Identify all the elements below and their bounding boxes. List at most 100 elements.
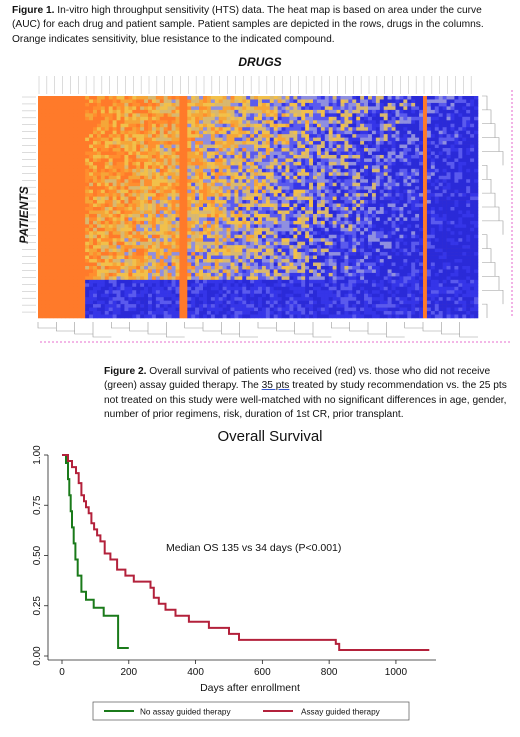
heatmap-cell [175, 210, 180, 215]
heatmap-cell [462, 207, 467, 211]
heatmap-cell [230, 241, 235, 246]
heatmap-cell [218, 96, 223, 100]
heatmap-cell [206, 234, 212, 239]
heatmap-cell [289, 109, 294, 114]
heatmap-cell [442, 106, 447, 111]
heatmap-cell [93, 106, 98, 111]
heatmap-cell [191, 217, 196, 222]
heatmap-cell [226, 196, 231, 201]
heatmap-cell [356, 213, 361, 218]
heatmap-cell [210, 148, 216, 152]
heatmap-cell [155, 182, 161, 187]
heatmap-cell [38, 200, 43, 204]
heatmap-cell [104, 134, 110, 138]
heatmap-cell [214, 210, 220, 215]
heatmap-cell [470, 186, 475, 190]
heatmap-cell [313, 189, 318, 194]
heatmap-cell [61, 248, 66, 253]
heatmap-cell [81, 130, 86, 135]
heatmap-cell [356, 106, 361, 111]
heatmap-cell [419, 231, 424, 236]
heatmap-cell [246, 123, 251, 128]
heatmap-cell [144, 137, 149, 142]
heatmap-cell [214, 213, 220, 218]
heatmap-cell [364, 224, 369, 229]
heatmap-cell [151, 175, 157, 180]
heatmap-cell [344, 217, 349, 222]
heatmap-cell [328, 175, 333, 180]
heatmap-cell [258, 234, 263, 239]
heatmap-cell [167, 120, 172, 125]
heatmap-cell [49, 248, 55, 253]
heatmap-cell [438, 141, 443, 145]
heatmap-cell [45, 189, 51, 194]
heatmap-cell [281, 151, 286, 156]
heatmap-cell [474, 109, 479, 114]
heatmap-cell [179, 217, 184, 222]
heatmap-cell [128, 234, 133, 239]
heatmap-cell [254, 123, 259, 128]
heatmap-cell [305, 179, 310, 184]
heatmap-cell [383, 172, 388, 177]
heatmap-cell [281, 113, 286, 118]
heatmap-cell [466, 238, 471, 242]
heatmap-cell [450, 137, 455, 142]
heatmap-cell [285, 227, 290, 232]
heatmap-cell [313, 123, 318, 128]
heatmap-cell [96, 106, 102, 111]
heatmap-cell [151, 168, 157, 173]
heatmap-cell [183, 144, 188, 149]
heatmap-cell [124, 127, 129, 131]
heatmap-cell [265, 186, 271, 190]
heatmap-cell [136, 207, 141, 211]
heatmap-cell [368, 186, 373, 190]
heatmap-cell [85, 134, 90, 138]
heatmap-cell [195, 241, 200, 246]
heatmap-cell [344, 182, 349, 187]
heatmap-cell [364, 106, 369, 111]
heatmap-cell [179, 238, 184, 242]
heatmap-cell [411, 213, 416, 218]
heatmap-cell [273, 130, 278, 135]
heatmap-cell [423, 148, 428, 152]
heatmap-cell [203, 106, 208, 111]
heatmap-cell [316, 175, 322, 180]
heatmap-cell [183, 175, 188, 180]
heatmap-cell [140, 172, 145, 177]
heatmap-cell [112, 238, 117, 242]
heatmap-cell [360, 224, 365, 229]
heatmap-cell [430, 207, 436, 211]
heatmap-cell [415, 141, 420, 145]
heatmap-cell [65, 120, 70, 125]
heatmap-cell [391, 144, 396, 149]
heatmap-cell [93, 165, 98, 170]
heatmap-cell [265, 207, 271, 211]
heatmap-cell [242, 130, 247, 135]
heatmap-cell [454, 203, 459, 208]
heatmap-cell [148, 182, 153, 187]
heatmap-cell [281, 102, 286, 107]
heatmap-cell [344, 241, 349, 246]
heatmap-cell [140, 134, 145, 138]
heatmap-cell [332, 193, 337, 197]
heatmap-cell [344, 234, 349, 239]
heatmap-cell [395, 179, 400, 184]
heatmap-cell [199, 109, 204, 114]
heatmap-cell [210, 217, 216, 222]
heatmap-cell [348, 193, 353, 197]
heatmap-cell [466, 137, 471, 142]
heatmap-cell [77, 207, 82, 211]
heatmap-cell [222, 186, 227, 190]
heatmap-cell [348, 203, 353, 208]
heatmap-cell [368, 241, 373, 246]
heatmap-cell [179, 172, 184, 177]
heatmap-cell [128, 123, 133, 128]
heatmap-cell [348, 210, 353, 215]
heatmap-cell [415, 189, 420, 194]
heatmap-cell [49, 120, 55, 125]
heatmap-cell [399, 220, 404, 225]
heatmap-cell [187, 134, 192, 138]
heatmap-cell [336, 141, 341, 145]
heatmap-cell [301, 231, 306, 236]
heatmap-cell [411, 186, 416, 190]
